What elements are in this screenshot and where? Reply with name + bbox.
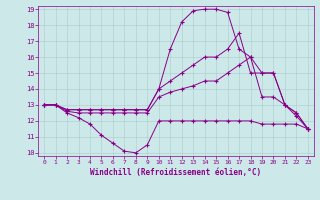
X-axis label: Windchill (Refroidissement éolien,°C): Windchill (Refroidissement éolien,°C) <box>91 168 261 177</box>
